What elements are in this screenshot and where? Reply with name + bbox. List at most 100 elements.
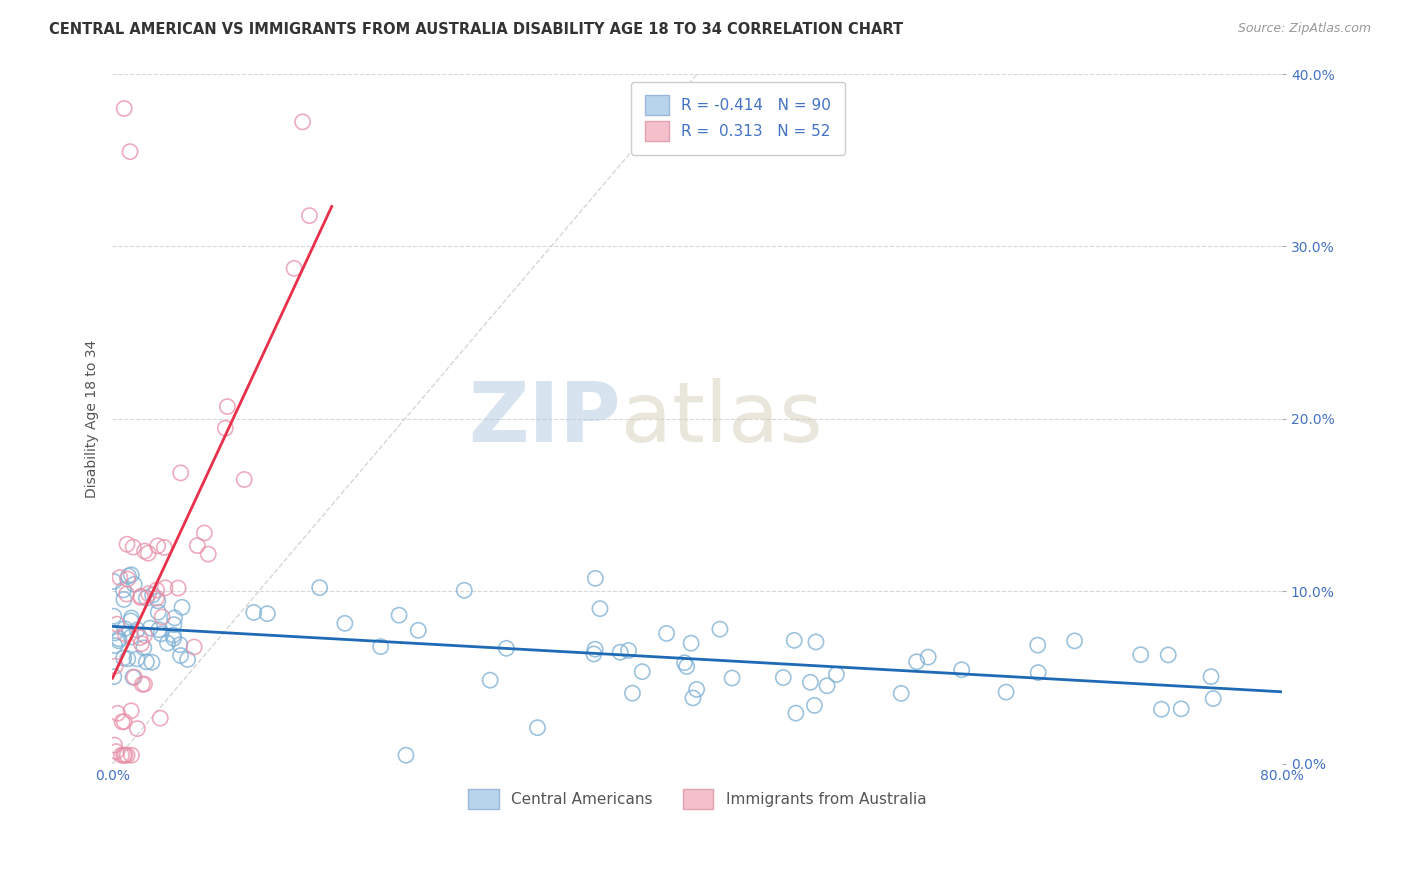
Point: [583, 571, 606, 585]
Point: [134, 677, 156, 691]
Point: [1129, 648, 1152, 662]
Point: [117, 569, 139, 583]
Point: [169, 638, 191, 652]
Point: [685, 682, 707, 697]
Text: ZIP: ZIP: [468, 378, 621, 459]
Point: [163, 617, 186, 632]
Point: [150, 627, 173, 641]
Point: [163, 611, 186, 625]
Point: [108, 570, 131, 584]
Point: [146, 539, 169, 553]
Point: [148, 605, 170, 619]
Point: [110, 748, 132, 763]
Point: [112, 714, 135, 729]
Point: [825, 667, 848, 681]
Point: [785, 706, 807, 720]
Point: [107, 706, 129, 721]
Point: [283, 261, 305, 276]
Point: [1150, 702, 1173, 716]
Point: [148, 623, 170, 637]
Point: [114, 627, 136, 641]
Point: [395, 748, 418, 763]
Point: [495, 641, 517, 656]
Point: [815, 679, 838, 693]
Point: [333, 616, 356, 631]
Point: [682, 690, 704, 705]
Point: [197, 547, 219, 561]
Point: [162, 628, 184, 642]
Point: [890, 686, 912, 700]
Point: [128, 631, 150, 645]
Point: [242, 606, 264, 620]
Point: [170, 600, 193, 615]
Point: [129, 590, 152, 604]
Point: [139, 621, 162, 635]
Point: [112, 651, 135, 665]
Point: [673, 656, 696, 670]
Point: [107, 633, 129, 648]
Point: [1026, 665, 1049, 680]
Point: [621, 686, 644, 700]
Point: [308, 581, 330, 595]
Point: [772, 671, 794, 685]
Point: [138, 587, 160, 601]
Text: Source: ZipAtlas.com: Source: ZipAtlas.com: [1237, 22, 1371, 36]
Point: [589, 601, 612, 615]
Point: [118, 145, 141, 159]
Point: [479, 673, 502, 688]
Point: [127, 722, 149, 736]
Point: [153, 541, 176, 555]
Text: CENTRAL AMERICAN VS IMMIGRANTS FROM AUSTRALIA DISABILITY AGE 18 TO 34 CORRELATIO: CENTRAL AMERICAN VS IMMIGRANTS FROM AUST…: [49, 22, 903, 37]
Point: [127, 623, 149, 637]
Point: [141, 655, 163, 669]
Point: [117, 652, 139, 666]
Point: [675, 659, 697, 673]
Point: [526, 721, 548, 735]
Point: [112, 592, 135, 607]
Point: [105, 617, 128, 632]
Point: [803, 698, 825, 713]
Point: [114, 748, 136, 763]
Point: [217, 400, 239, 414]
Point: [122, 540, 145, 554]
Text: atlas: atlas: [621, 378, 823, 459]
Point: [134, 628, 156, 642]
Point: [453, 583, 475, 598]
Point: [121, 748, 143, 763]
Point: [170, 466, 193, 480]
Point: [129, 591, 152, 605]
Point: [103, 609, 125, 624]
Point: [995, 685, 1018, 699]
Point: [103, 574, 125, 589]
Point: [131, 677, 153, 691]
Point: [132, 640, 155, 655]
Point: [153, 581, 176, 595]
Point: [103, 670, 125, 684]
Point: [709, 622, 731, 636]
Point: [804, 635, 827, 649]
Point: [388, 608, 411, 623]
Point: [163, 632, 186, 646]
Point: [183, 640, 205, 654]
Legend: Central Americans, Immigrants from Australia: Central Americans, Immigrants from Austr…: [463, 783, 932, 814]
Point: [256, 607, 278, 621]
Point: [145, 583, 167, 598]
Point: [721, 671, 744, 685]
Point: [408, 624, 430, 638]
Point: [122, 670, 145, 684]
Point: [167, 581, 190, 595]
Point: [108, 632, 131, 646]
Point: [103, 738, 125, 752]
Point: [799, 675, 821, 690]
Point: [681, 636, 703, 650]
Y-axis label: Disability Age 18 to 34: Disability Age 18 to 34: [86, 340, 100, 498]
Point: [120, 630, 142, 644]
Point: [1202, 691, 1225, 706]
Point: [124, 670, 146, 684]
Point: [609, 645, 631, 659]
Point: [105, 745, 128, 759]
Point: [950, 663, 973, 677]
Point: [655, 626, 678, 640]
Point: [169, 648, 191, 663]
Point: [291, 115, 314, 129]
